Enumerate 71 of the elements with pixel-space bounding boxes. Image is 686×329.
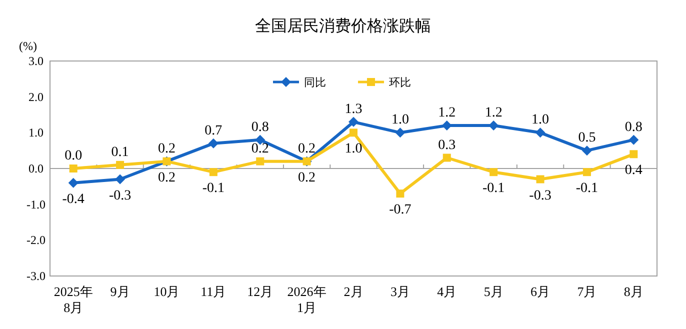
point (348, 116, 358, 127)
data-label: 1.0 (344, 142, 362, 157)
data-label: 0.0 (64, 148, 82, 164)
data-label: 0.8 (624, 120, 642, 135)
data-label: 1.2 (484, 106, 502, 120)
point (396, 190, 404, 198)
point (582, 168, 591, 176)
data-label: 0.2 (251, 141, 269, 156)
data-label: 0.2 (298, 170, 316, 186)
x-tick-label: 2025年 8月 (54, 284, 93, 315)
y-tick-label: -2.0 (26, 233, 46, 248)
data-label: 1.0 (532, 112, 550, 128)
point (582, 146, 592, 156)
point (628, 134, 639, 145)
legend-label: 同比 (304, 76, 326, 89)
data-label: 0.2 (298, 141, 316, 156)
data-label: 0.5 (578, 130, 596, 146)
data-label: -0.4 (62, 192, 84, 207)
data-label: -0.3 (108, 188, 132, 204)
x-tick-label: 9月 (110, 284, 130, 299)
x-tick-label: 7月 (577, 284, 597, 299)
point (442, 120, 452, 130)
point (208, 138, 218, 148)
point (69, 164, 78, 172)
y-tick-label: 0.0 (28, 162, 44, 176)
point (68, 178, 78, 188)
point (535, 128, 546, 138)
chart-title: 全国居民消费价格涨跌幅 (255, 16, 431, 35)
point (488, 120, 499, 130)
point (209, 168, 218, 176)
y-tick-label: -3.0 (26, 269, 46, 283)
data-label: 0.2 (158, 141, 176, 156)
data-label: 0.8 (251, 120, 269, 135)
y-tick-label: 1.0 (28, 126, 44, 140)
point (490, 168, 498, 176)
y-tick-label: 3.0 (28, 54, 44, 68)
x-tick-label: 12月 (247, 284, 274, 299)
x-tick-label: 6月 (530, 284, 550, 299)
y-axis-title: (%) (19, 39, 37, 53)
data-label: 0.4 (624, 163, 642, 178)
x-tick-label: 2026年 1月 (287, 284, 326, 315)
data-label: -0.7 (389, 202, 412, 218)
data-label: 0.7 (204, 123, 222, 138)
x-tick-label: 8月 (624, 284, 644, 299)
data-label: 1.0 (391, 112, 409, 128)
data-label: 1.2 (438, 106, 456, 120)
data-label: -0.3 (529, 188, 552, 204)
y-tick-label: -1.0 (26, 197, 46, 212)
data-label: 1.3 (344, 102, 362, 117)
legend-label: 环比 (389, 76, 411, 89)
data-label: 0.1 (111, 144, 129, 160)
data-label: -0.1 (482, 181, 505, 196)
point (116, 160, 124, 169)
x-tick-label: 2月 (344, 284, 364, 299)
point (442, 154, 451, 162)
x-tick-label: 4月 (437, 284, 457, 299)
point (256, 157, 264, 166)
data-label: 0.3 (438, 138, 456, 153)
x-tick-label: 11月 (200, 284, 226, 299)
data-label: -0.1 (202, 181, 225, 196)
point (630, 150, 638, 158)
point (115, 174, 126, 184)
x-tick-label: 5月 (484, 284, 504, 299)
data-label: 0.2 (158, 170, 176, 186)
x-tick-label: 3月 (390, 284, 410, 299)
data-label: -0.1 (576, 181, 598, 196)
point (536, 175, 544, 184)
point (350, 128, 358, 137)
y-tick-label: 2.0 (28, 90, 44, 104)
x-tick-label: 10月 (154, 284, 180, 299)
point (395, 128, 406, 138)
